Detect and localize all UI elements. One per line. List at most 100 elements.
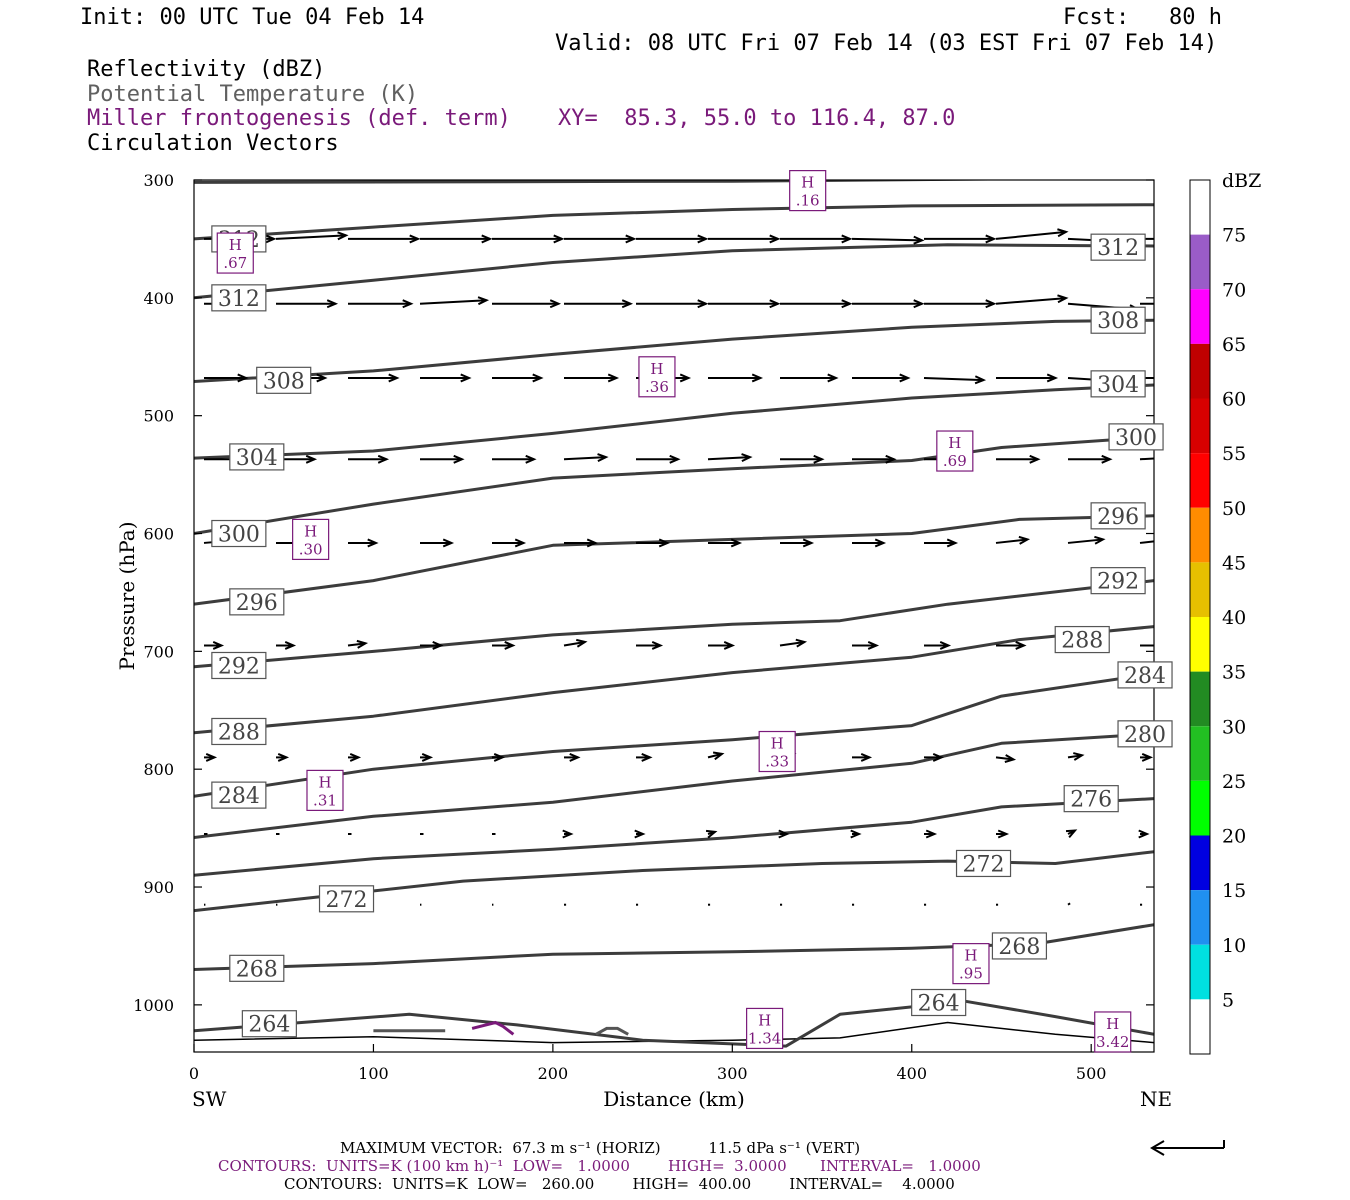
theta-label: 312 [218,287,260,312]
theta-label: 308 [1097,309,1139,334]
colorbar-label: 55 [1222,443,1246,465]
circulation-vector [995,756,1014,761]
circulation-vector [1067,538,1104,544]
fronto-max-h: H [304,522,317,540]
sw-label: SW [192,1087,227,1111]
theta-label-box [1054,625,1110,654]
circulation-vector [779,640,805,647]
vector-head [751,373,764,383]
vector-head [481,234,493,244]
vector-head [899,373,911,383]
vector-head [778,829,790,839]
legend-frontogenesis: Miller frontogenesis (def. term) [87,106,511,131]
vector-head [1029,454,1041,464]
theta-label-box [1063,785,1119,813]
colorbar-bin [1190,234,1210,290]
fronto-max-box [746,1007,784,1050]
circulation-vector [1139,457,1154,461]
fronto-max-value: .31 [313,791,337,809]
fronto-max-h: H [318,773,331,791]
circulation-vector [1067,902,1071,906]
vector-head [525,454,537,464]
vector-head [1138,829,1150,839]
vector-head [284,641,297,650]
reflectivity-cell-2 [595,1026,629,1036]
vector-head [985,299,997,309]
theta-contour-264-14 [194,999,1154,1048]
theta-label-box [211,717,267,746]
vector-head [549,299,562,309]
vector-head [651,641,664,650]
circulation-vector [995,297,1067,305]
colorbar-label: 5 [1222,989,1234,1011]
theta-label-box [241,1010,297,1038]
vector-head [277,752,290,762]
colorbar-label: 30 [1222,716,1246,738]
y-axis-title: Pressure (hPa) [115,522,139,671]
theta-label: 304 [1097,373,1139,398]
theta-contour-292-7 [194,579,1154,669]
fronto-max-box [292,518,330,561]
y-tick-label: 400 [143,289,174,308]
colorbar-bin [1190,890,1210,945]
vector-head [493,752,506,762]
vector-head [569,752,581,762]
theta-label-box [1117,661,1173,689]
vector-head [586,538,599,548]
vector-head [1163,642,1171,649]
vector-head [1101,454,1113,464]
vector-head [974,375,987,385]
theta-label: 308 [263,369,305,394]
theta-label: 292 [218,654,260,679]
plot-frame [193,179,1155,1053]
colorbar-label: 75 [1222,225,1246,247]
fronto-max-box [936,430,974,472]
colorbar-label: 70 [1222,279,1246,301]
theta-label-box [211,781,267,809]
vector-head [460,373,472,383]
fronto-max-h: H [771,735,784,753]
theta-label: 300 [218,523,260,548]
colorbar-bin [1190,726,1210,781]
colorbar-label: 60 [1222,389,1246,411]
fronto-max-box [789,170,827,212]
fronto-max-value: .16 [796,192,820,210]
vector-head [850,829,862,839]
fronto-max-box [638,356,676,398]
theta-label-box [318,885,375,913]
theta-label-box [211,519,267,548]
theta-contour-276-11 [194,797,1154,877]
vector-head [388,373,400,383]
fronto-max-box [758,730,796,773]
fronto-max-h: H [650,360,663,378]
vector-head [1073,752,1085,761]
colorbar-bin [1190,398,1210,454]
vector-head [1170,454,1178,461]
colorbar-bin [1190,835,1210,891]
fronto-max-value: .30 [299,540,323,558]
colorbar-bin [1190,671,1210,727]
vector-head [860,752,873,762]
theta-label-box [211,651,267,680]
vector-head [913,299,925,309]
theta-label-box [229,954,285,982]
vector-head [867,641,880,650]
theta-label: 288 [1061,629,1103,654]
fronto-max-h: H [801,174,814,192]
vector-head [723,641,736,650]
colorbar-bin [1190,289,1210,344]
colorbar-title: dBZ [1222,170,1261,192]
vector-head [712,751,725,761]
fronto-max-h: H [948,434,961,452]
colorbar-bin [1190,780,1210,836]
vector-head [658,538,671,548]
ne-label: NE [1140,1087,1172,1111]
legend-reflectivity: Reflectivity (dBZ) [87,57,326,82]
theta-label: 300 [1115,426,1157,451]
colorbar-label: 25 [1222,771,1246,793]
vector-head [827,373,839,383]
vector-head [985,234,997,244]
fronto-max-value: .95 [959,965,983,983]
colorbar-bin [1190,562,1210,617]
